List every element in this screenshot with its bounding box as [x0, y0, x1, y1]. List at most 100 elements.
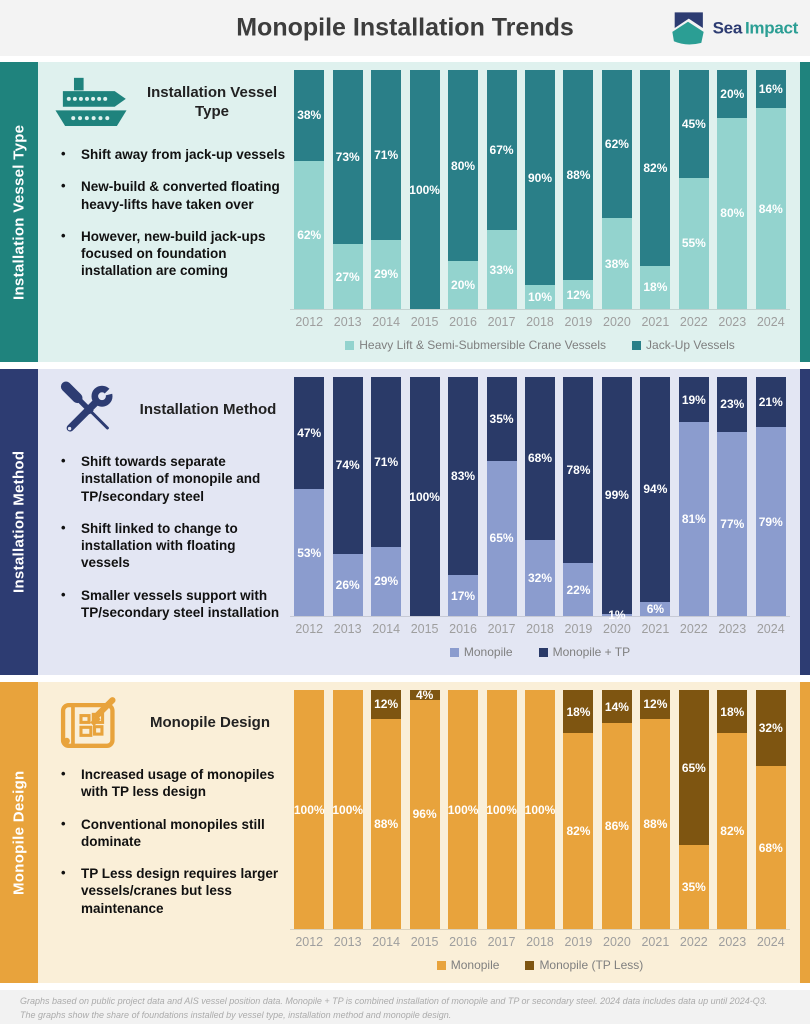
section-title: Monopile Design	[150, 713, 270, 731]
bar-column: 100%	[444, 690, 482, 929]
bar-column: 100%	[521, 690, 559, 929]
stacked-bar: 80% 20%	[448, 70, 479, 309]
legend-swatch	[538, 647, 548, 657]
bar-segment: 100%	[448, 690, 478, 929]
segment-value-label: 33%	[489, 262, 514, 277]
year-label: 2020	[603, 935, 631, 949]
bar-column: 47% 53%	[290, 377, 328, 616]
bar-column: 65% 35%	[675, 690, 713, 929]
stacked-bar: 71% 29%	[371, 377, 402, 616]
bar-column: 100%	[405, 70, 443, 309]
year-label: 2012	[295, 315, 324, 329]
tools-icon	[60, 381, 120, 432]
bar-segment: 16%	[755, 70, 786, 109]
legend-swatch	[436, 960, 446, 970]
bar-column: 68% 32%	[521, 377, 559, 616]
segment-value-label: 77%	[720, 516, 745, 531]
bar-column: 100%	[405, 377, 443, 616]
year-label: 2013	[333, 622, 362, 636]
bar-segment: 67%	[486, 70, 517, 231]
stacked-bar: 68% 32%	[524, 377, 555, 616]
bar-column: 73% 27%	[328, 70, 366, 309]
stacked-bar: 35% 65%	[486, 377, 517, 616]
stacked-bar: 21% 79%	[755, 377, 786, 616]
bullet-list: Shift towards separate installation of m…	[54, 453, 288, 621]
bar-segment: 74%	[332, 377, 363, 554]
bar-segment: 65%	[486, 460, 517, 616]
segment-value-label: 35%	[681, 880, 706, 895]
segment-value-label: 47%	[297, 426, 322, 441]
bar-segment: 53%	[294, 489, 325, 616]
year-label: 2013	[333, 315, 362, 329]
bar-column: 74% 26%	[328, 377, 366, 616]
legend-item: Monopile + TP	[538, 645, 630, 659]
segment-value-label: 65%	[489, 531, 514, 546]
segment-value-label: 68%	[758, 840, 783, 855]
bar-segment: 100%	[486, 690, 517, 929]
sidebar-label: Installation Vessel Type	[10, 124, 28, 300]
stacked-bar: 73% 27%	[332, 70, 363, 309]
bar-column: 62% 38%	[598, 70, 636, 309]
info-block: Installation Method Shift towards separa…	[54, 379, 288, 636]
bar-segment: 86%	[601, 723, 632, 929]
section-installation-vessel-type: Installation Vessel Type	[0, 62, 810, 362]
segment-value-label: 90%	[527, 170, 552, 185]
chart-bars: 47% 53% 74% 26% 71% 29% 100% 83% 17% 35% 65% 68% 32%…	[290, 377, 790, 621]
stacked-bar: 82% 18%	[640, 70, 671, 309]
legend-swatch	[632, 340, 642, 350]
year-label: 2018	[526, 315, 554, 329]
year-label: 2015	[410, 315, 439, 329]
year-label: 2022	[679, 315, 708, 329]
info-head: Monopile Design	[54, 692, 288, 754]
bar-column: 21% 79%	[752, 377, 790, 616]
bar-segment: 35%	[486, 377, 517, 461]
bar-segment: 26%	[332, 553, 363, 616]
segment-value-label: 12%	[643, 697, 668, 712]
segment-value-label: 88%	[374, 816, 399, 831]
section-sidebar: Installation Vessel Type	[0, 62, 38, 362]
bar-segment: 20%	[448, 261, 479, 309]
year-label: 2024	[756, 622, 785, 636]
section-panel: Installation Vessel Type Shift away from…	[38, 62, 800, 362]
legend-item: Heavy Lift & Semi-Submersible Crane Vess…	[345, 338, 606, 352]
bar-segment: 38%	[294, 70, 325, 161]
bar-segment: 82%	[640, 70, 671, 266]
bar-column: 45% 55%	[675, 70, 713, 309]
segment-value-label: 100%	[293, 802, 325, 817]
section-title: Installation Vessel Type	[146, 84, 278, 120]
segment-value-label: 62%	[297, 227, 322, 242]
stacked-bar: 100%	[332, 690, 363, 929]
bar-segment: 82%	[717, 733, 748, 929]
segment-value-label: 6%	[646, 601, 665, 616]
stacked-bar: 100%	[486, 690, 517, 929]
info-block: Monopile Design Increased usage of monop…	[54, 692, 288, 932]
bar-segment: 88%	[563, 70, 594, 281]
logo-text: Sea Impact	[713, 18, 799, 38]
chart-legend: Monopile Monopile + TP	[290, 636, 790, 659]
stacked-bar: 65% 35%	[678, 690, 709, 929]
bar-segment: 12%	[563, 280, 594, 309]
footer: Graphs based on public project data and …	[0, 990, 810, 1024]
section-sidebar: Monopile Design	[0, 682, 38, 983]
chart-monopile-design: 100% 100% 12% 88% 4% 96% 100% 100% 100% 18% 82% 14%…	[290, 689, 790, 972]
chart-years: 2012 2013 2014 2015 2016 2017 2018 2019 2020 2021…	[290, 310, 790, 329]
segment-value-label: 82%	[566, 824, 591, 838]
segment-value-label: 22%	[566, 582, 591, 597]
bar-segment: 17%	[448, 575, 479, 616]
segment-value-label: 55%	[681, 236, 706, 251]
bar-segment: 4%	[409, 689, 440, 701]
chart-years: 2012 2013 2014 2015 2016 2017 2018 2019 2020 2021…	[290, 617, 790, 636]
bar-segment: 23%	[717, 377, 748, 432]
blueprint-icon	[60, 697, 116, 748]
info-head: Installation Method	[54, 379, 288, 441]
bar-segment: 100%	[525, 690, 555, 929]
stacked-bar: 4% 96%	[409, 689, 440, 929]
bar-column: 14% 86%	[598, 690, 636, 929]
section-panel: Monopile Design Increased usage of monop…	[38, 682, 800, 983]
year-label: 2023	[718, 315, 747, 329]
year-label: 2015	[410, 935, 439, 949]
segment-value-label: 99%	[604, 488, 629, 503]
year-label: 2021	[641, 622, 670, 636]
bullet-item: Conventional monopiles still dominate	[54, 816, 288, 851]
bar-column: 18% 82%	[713, 690, 751, 929]
